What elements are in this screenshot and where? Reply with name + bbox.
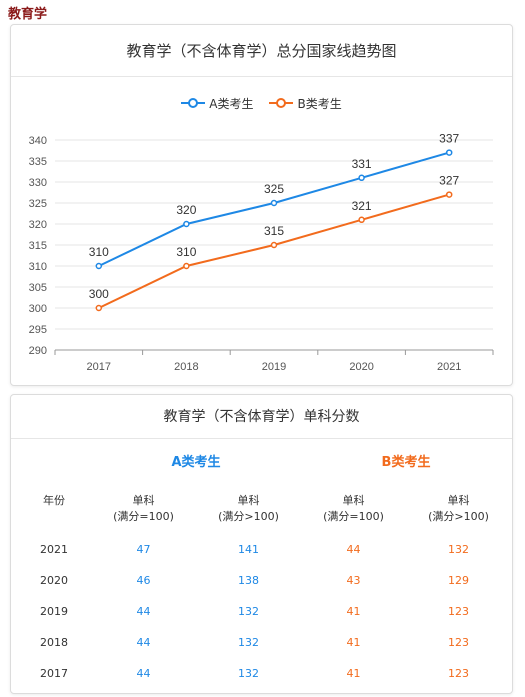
legend-label-a: A类考生 (209, 96, 254, 111)
data-point (358, 174, 365, 182)
cell-year: 2021 (40, 543, 68, 556)
x-tick-label: 2018 (174, 361, 198, 373)
cell-b-over100: 129 (448, 574, 469, 587)
data-point (95, 262, 103, 270)
group-header-row: A类考生 B类考生 (11, 451, 512, 471)
legend-item-b[interactable]: B类考生 (269, 93, 342, 113)
cell-a-100: 46 (136, 574, 151, 587)
data-label: 300 (89, 287, 109, 301)
scores-table-card: 教育学（不含体育学）单科分数 A类考生 B类考生 年份 单科 (满分=100) 单… (10, 394, 513, 694)
line-chart: 290 295 300 305 310 315 320 325 330 335 340 2017 201… (29, 132, 494, 373)
cell-year: 2020 (40, 574, 68, 587)
y-tick-label: 340 (29, 135, 47, 147)
data-label: 321 (352, 199, 372, 213)
cell-a-over100: 141 (238, 543, 259, 556)
table-row: 2020 46 138 43 129 (11, 571, 512, 591)
cell-a-100: 44 (136, 667, 151, 680)
data-point (183, 262, 190, 270)
group-b-label: B类考生 (381, 455, 431, 470)
data-point (95, 304, 103, 312)
cell-a-over100: 132 (238, 605, 259, 618)
y-tick-label: 315 (29, 240, 47, 252)
data-point (270, 199, 278, 207)
legend-swatch-a (181, 97, 206, 109)
cell-b-over100: 123 (448, 605, 469, 618)
y-tick-label: 295 (29, 324, 47, 336)
cell-year: 2019 (40, 605, 68, 618)
cell-b-over100: 123 (448, 667, 469, 680)
legend-label-b: B类考生 (297, 96, 342, 111)
cell-a-100: 47 (136, 543, 151, 556)
cell-b-over100: 123 (448, 636, 469, 649)
data-label: 315 (264, 224, 284, 238)
data-label: 310 (176, 245, 196, 259)
cell-b-100: 41 (346, 636, 361, 649)
y-tick-label: 335 (29, 156, 47, 168)
data-label: 337 (439, 132, 459, 146)
y-tick-label: 325 (29, 198, 47, 210)
page-title: 教育学 (8, 7, 48, 22)
data-label: 310 (89, 245, 109, 259)
x-tick-label: 2021 (437, 361, 461, 373)
header-a-over100: 单科 (满分>100) (218, 494, 279, 523)
data-point (183, 220, 190, 228)
data-point (445, 149, 453, 156)
table-row: 2019 44 132 41 123 (11, 602, 512, 622)
cell-b-100: 41 (346, 605, 361, 618)
cell-a-100: 44 (136, 605, 151, 618)
cell-b-100: 43 (346, 574, 361, 587)
cell-b-100: 41 (346, 667, 361, 680)
x-tick-label: 2019 (262, 361, 286, 373)
table-title: 教育学（不含体育学）单科分数 (11, 395, 512, 439)
header-b-over100: 单科 (满分>100) (428, 494, 489, 523)
data-label: 325 (264, 182, 284, 196)
cell-a-over100: 138 (238, 574, 259, 587)
cell-a-over100: 132 (238, 636, 259, 649)
table-row: 2017 44 132 41 123 (11, 664, 512, 684)
legend-item-a[interactable]: A类考生 (181, 93, 253, 113)
table-row: 2021 47 141 44 132 (11, 540, 512, 560)
y-tick-label: 320 (29, 219, 47, 231)
cell-a-over100: 132 (238, 667, 259, 680)
y-tick-label: 305 (29, 282, 47, 294)
cell-a-100: 44 (136, 636, 151, 649)
y-tick-label: 290 (29, 345, 47, 357)
table-row: 2018 44 132 41 123 (11, 633, 512, 653)
x-tick-label: 2017 (87, 361, 111, 373)
data-point (270, 241, 278, 249)
header-year: 年份 (43, 494, 65, 507)
chart-title: 教育学（不含体育学）总分国家线趋势图 (11, 25, 512, 77)
cell-b-over100: 132 (448, 543, 469, 556)
cell-year: 2017 (40, 667, 68, 680)
data-point (445, 191, 453, 198)
y-tick-label: 330 (29, 177, 47, 189)
series-line-b (98, 193, 450, 309)
data-point (358, 216, 365, 224)
cell-b-100: 44 (346, 543, 361, 556)
y-tick-label: 310 (29, 261, 47, 273)
y-tick-label: 300 (29, 303, 47, 315)
legend-swatch-b (269, 97, 294, 109)
data-label: 331 (352, 157, 372, 171)
chart-card: 教育学（不含体育学）总分国家线趋势图 A类考生 B类考生 290 295 300 30… (10, 24, 513, 386)
header-a-100: 单科 (满分=100) (113, 494, 174, 523)
data-label: 320 (176, 203, 196, 217)
header-b-100: 单科 (满分=100) (323, 494, 384, 523)
x-tick-label: 2020 (349, 361, 373, 373)
data-label: 327 (439, 174, 459, 188)
chart-legend: A类考生 B类考生 (11, 93, 512, 113)
cell-year: 2018 (40, 636, 68, 649)
group-a-label: A类考生 (171, 455, 221, 470)
